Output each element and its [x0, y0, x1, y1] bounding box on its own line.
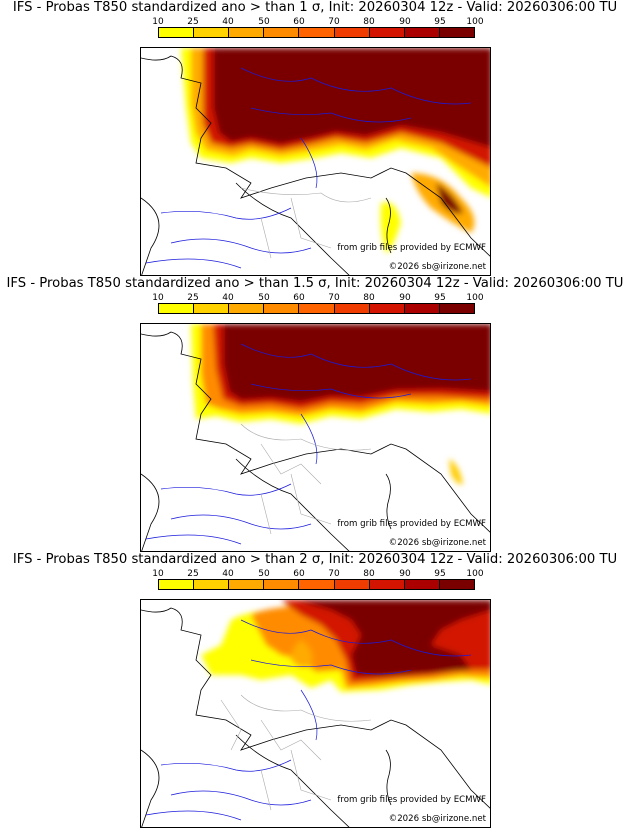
- borders: [240, 187, 372, 259]
- colorbar-swatch: [404, 304, 440, 313]
- colorbar-swatch: [264, 28, 300, 37]
- colorbar-swatch: [229, 28, 265, 37]
- probability-field: [191, 324, 490, 485]
- colorbar-labels: 10 25 40 50 60 70 80 90 95 100: [152, 17, 483, 29]
- colorbar-tick: 60: [293, 569, 305, 579]
- colorbar-swatch: [194, 28, 230, 37]
- colorbar-labels: 10 25 40 50 60 70 80 90 95 100: [152, 569, 483, 581]
- colorbar-tick: 50: [258, 569, 270, 579]
- copyright-credit: ©2026 sb@irizone.net: [388, 814, 486, 824]
- colorbar-tick: 70: [328, 293, 340, 303]
- colorbar-swatch: [334, 28, 370, 37]
- colorbar-tick: 50: [258, 17, 270, 27]
- colorbar-tick: 70: [328, 17, 340, 27]
- data-source-credit: from grib files provided by ECMWF: [337, 519, 486, 529]
- panel-2: IFS - Probas T850 standardized ano > tha…: [0, 276, 630, 552]
- coastlines: [141, 331, 490, 551]
- colorbar-swatch: [404, 28, 440, 37]
- map-graphic: [141, 600, 490, 827]
- colorbar-tick: 100: [466, 293, 484, 303]
- colorbar-tick: 50: [258, 293, 270, 303]
- colorbar-tick: 60: [293, 17, 305, 27]
- coastlines: [141, 607, 490, 827]
- colorbar-tick: 80: [363, 17, 375, 27]
- colorbar-tick: 40: [222, 17, 234, 27]
- map-graphic: [141, 48, 490, 275]
- borders: [240, 423, 372, 535]
- colorbar-swatch: [439, 304, 474, 313]
- colorbar-swatch: [159, 580, 195, 589]
- colorbar-tick: 100: [466, 569, 484, 579]
- colorbar-swatch: [334, 580, 370, 589]
- panel-title: IFS - Probas T850 standardized ano > tha…: [12, 552, 618, 567]
- colorbar-swatch: [299, 580, 335, 589]
- colorbar-swatch: [369, 580, 405, 589]
- panel-1: IFS - Probas T850 standardized ano > tha…: [0, 0, 630, 276]
- colorbar-tick: 95: [434, 569, 446, 579]
- map-graphic: [141, 324, 490, 551]
- colorbar-tick: 90: [399, 17, 411, 27]
- colorbar: [158, 303, 475, 314]
- colorbar-tick: 100: [466, 17, 484, 27]
- colorbar: [158, 579, 475, 590]
- colorbar-labels: 10 25 40 50 60 70 80 90 95 100: [152, 293, 483, 305]
- colorbar-tick: 90: [399, 569, 411, 579]
- colorbar-tick: 90: [399, 293, 411, 303]
- copyright-credit: ©2026 sb@irizone.net: [388, 538, 486, 548]
- colorbar-tick: 70: [328, 569, 340, 579]
- colorbar-tick: 10: [152, 293, 164, 303]
- colorbar-swatch: [264, 304, 300, 313]
- colorbar-swatch: [404, 580, 440, 589]
- colorbar-tick: 95: [434, 293, 446, 303]
- colorbar-swatch: [334, 304, 370, 313]
- colorbar-tick: 40: [222, 293, 234, 303]
- colorbar-swatch: [369, 304, 405, 313]
- colorbar-swatch: [264, 580, 300, 589]
- colorbar-swatch: [439, 580, 474, 589]
- colorbar-tick: 60: [293, 293, 305, 303]
- rivers: [145, 343, 472, 545]
- panel-title: IFS - Probas T850 standardized ano > tha…: [6, 276, 624, 291]
- data-source-credit: from grib files provided by ECMWF: [337, 795, 486, 805]
- rivers: [145, 619, 472, 821]
- colorbar-swatch: [229, 304, 265, 313]
- colorbar-swatch: [194, 580, 230, 589]
- coastlines: [141, 55, 490, 275]
- panel-title: IFS - Probas T850 standardized ano > tha…: [12, 0, 618, 15]
- colorbar-tick: 40: [222, 569, 234, 579]
- colorbar-swatch: [194, 304, 230, 313]
- colorbar-tick: 10: [152, 569, 164, 579]
- colorbar-swatch: [159, 304, 195, 313]
- colorbar-tick: 80: [363, 569, 375, 579]
- colorbar-tick: 95: [434, 17, 446, 27]
- borders: [220, 694, 372, 811]
- probability-field: [181, 48, 490, 253]
- rivers: [145, 67, 472, 269]
- colorbar-tick: 10: [152, 17, 164, 27]
- probability-field: [201, 600, 490, 692]
- probability-map: from grib files provided by ECMWF ©2026 …: [140, 599, 491, 828]
- colorbar-swatch: [159, 28, 195, 37]
- colorbar-swatch: [369, 28, 405, 37]
- colorbar-swatch: [229, 580, 265, 589]
- colorbar-tick: 25: [187, 17, 199, 27]
- colorbar-swatch: [299, 28, 335, 37]
- colorbar-swatch: [299, 304, 335, 313]
- probability-map: from grib files provided by ECMWF ©2026 …: [140, 47, 491, 276]
- colorbar-tick: 25: [187, 569, 199, 579]
- panel-3: IFS - Probas T850 standardized ano > tha…: [0, 552, 630, 828]
- copyright-credit: ©2026 sb@irizone.net: [388, 262, 486, 272]
- colorbar-swatch: [439, 28, 474, 37]
- data-source-credit: from grib files provided by ECMWF: [337, 243, 486, 253]
- colorbar: [158, 27, 475, 38]
- colorbar-tick: 80: [363, 293, 375, 303]
- probability-map: from grib files provided by ECMWF ©2026 …: [140, 323, 491, 552]
- colorbar-tick: 25: [187, 293, 199, 303]
